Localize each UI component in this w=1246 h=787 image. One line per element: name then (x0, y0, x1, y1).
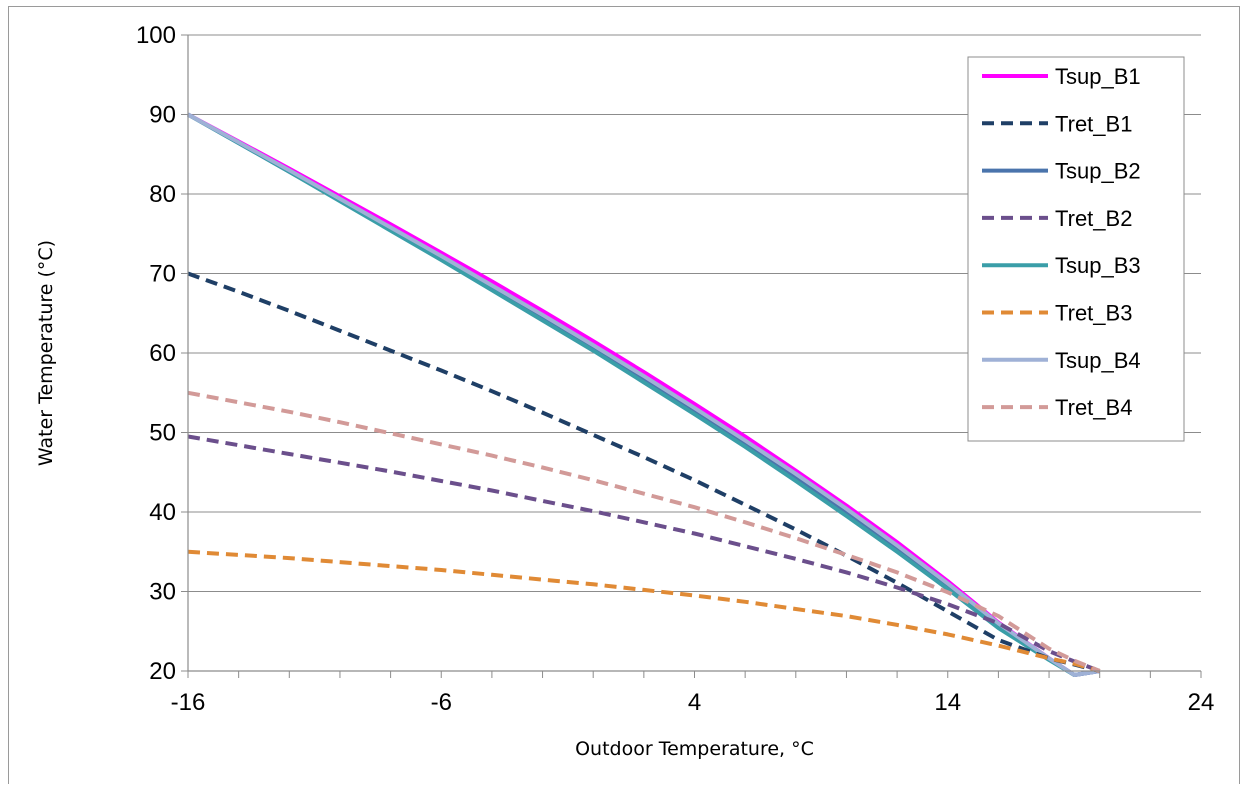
y-axis-label: Water Temperature (°C) (35, 240, 57, 466)
series-line-tret-b1 (187, 271, 1101, 673)
legend-label: Tsup_B3 (1055, 253, 1141, 278)
y-tick-label: 100 (136, 22, 176, 49)
legend: Tsup_B1 Tret_B1 Tsup_B2 Tret_B2 Tsup_B3 Tret_… (967, 56, 1185, 442)
series-line-tret-b4 (187, 390, 1101, 673)
legend-label: Tret_B1 (1055, 111, 1132, 136)
x-tick-label: 24 (1188, 689, 1215, 716)
x-tick-label: 14 (934, 689, 961, 716)
legend-label: Tsup_B2 (1055, 159, 1141, 184)
y-tick-label: 20 (149, 658, 176, 685)
chart-frame (8, 6, 1240, 784)
y-tick-label: 40 (149, 499, 176, 526)
grid-lines (188, 34, 1201, 592)
legend-box (967, 56, 1185, 442)
legend-label: Tret_B4 (1055, 395, 1132, 420)
x-tick-label: -6 (431, 689, 452, 716)
tick-labels: 20 30 40 50 60 70 80 90 100 -16 -6 4 14 24 (136, 22, 1214, 716)
series-line-tret-b3 (187, 549, 1101, 673)
series-line-tsup-b4 (187, 112, 1101, 677)
legend-label: Tret_B3 (1055, 301, 1132, 326)
series-group (187, 112, 1101, 677)
y-tick-label: 60 (149, 340, 176, 367)
axes (181, 34, 1202, 678)
x-axis-label: Outdoor Temperature, °C (575, 738, 814, 760)
series-line-tret-b2 (187, 434, 1101, 673)
y-tick-label: 90 (149, 102, 176, 129)
y-tick-label: 80 (149, 181, 176, 208)
x-tick-label: -16 (171, 689, 206, 716)
x-tick-label: 4 (688, 689, 701, 716)
legend-label: Tret_B2 (1055, 206, 1132, 231)
legend-label: Tsup_B1 (1055, 64, 1141, 89)
legend-label: Tsup_B4 (1055, 348, 1141, 373)
y-tick-label: 70 (149, 261, 176, 288)
y-tick-label: 50 (149, 420, 176, 447)
y-tick-label: 30 (149, 579, 176, 606)
